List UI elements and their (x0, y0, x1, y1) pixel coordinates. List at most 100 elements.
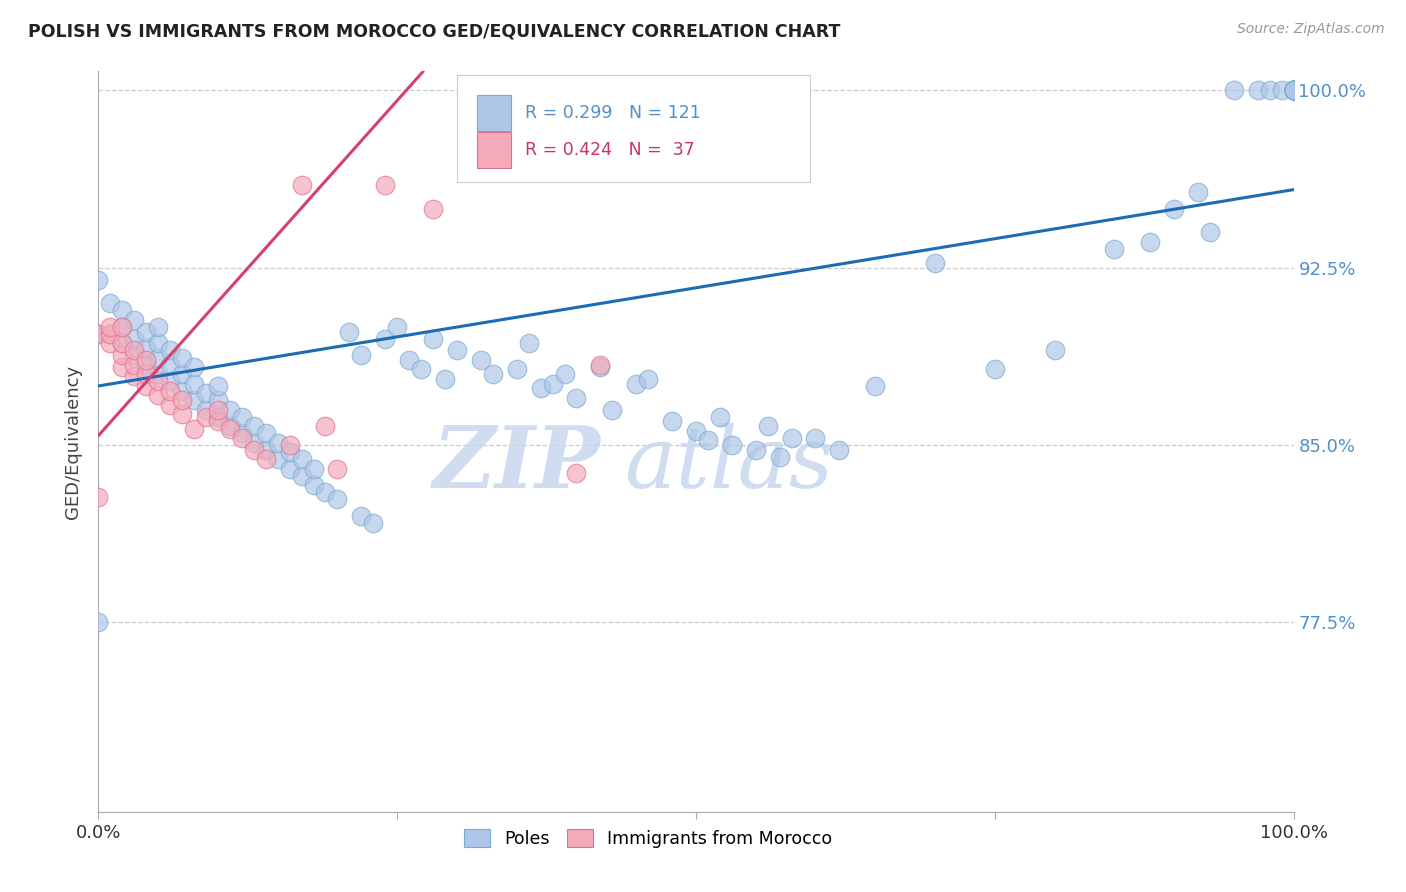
Point (135, 367, 157, 381)
Point (124, 348, 146, 362)
Point (422, 332, 444, 346)
Point (243, 442, 266, 457)
Point (984, 362, 1007, 376)
Point (148, 351, 170, 365)
Point (207, 409, 229, 424)
FancyBboxPatch shape (457, 75, 810, 183)
Point (804, 431, 827, 445)
Point (159, 343, 181, 358)
Point (1282, 83, 1305, 97)
Point (124, 358, 146, 372)
Y-axis label: GED/Equivalency: GED/Equivalency (65, 365, 83, 518)
Point (1282, 83, 1305, 97)
Point (1282, 83, 1305, 97)
Point (243, 419, 266, 434)
Point (207, 393, 229, 408)
Point (470, 353, 492, 368)
Point (1271, 83, 1294, 97)
Point (661, 414, 683, 428)
Point (207, 379, 229, 393)
Point (1163, 202, 1185, 216)
Point (278, 445, 301, 459)
Point (350, 509, 373, 524)
Point (1282, 83, 1305, 97)
Point (148, 367, 170, 381)
Point (243, 435, 266, 450)
Point (1282, 83, 1305, 97)
Point (111, 359, 134, 374)
Point (602, 402, 624, 417)
Point (1282, 83, 1305, 97)
Point (1043, 343, 1066, 358)
Point (195, 386, 218, 401)
Point (278, 461, 301, 475)
Point (135, 353, 157, 368)
Point (172, 351, 194, 365)
Point (87, 615, 110, 630)
Point (1282, 83, 1305, 97)
Point (1282, 83, 1305, 97)
Point (124, 332, 146, 346)
Point (148, 319, 170, 334)
Point (422, 202, 444, 216)
Point (363, 516, 385, 530)
Point (267, 452, 290, 467)
Point (1282, 83, 1305, 97)
Point (254, 426, 277, 441)
Point (87, 326, 110, 341)
Point (1282, 83, 1305, 97)
Legend: Poles, Immigrants from Morocco: Poles, Immigrants from Morocco (457, 822, 839, 855)
Point (231, 426, 253, 441)
Point (339, 325, 361, 339)
Point (159, 374, 181, 388)
Point (148, 388, 170, 402)
Point (159, 384, 181, 398)
Point (124, 343, 146, 358)
Point (1282, 83, 1305, 97)
Point (135, 341, 157, 355)
Point (1282, 83, 1305, 97)
Point (374, 332, 396, 346)
Point (111, 336, 134, 351)
Point (1282, 83, 1305, 97)
Point (517, 336, 540, 351)
Point (1282, 83, 1305, 97)
Point (98, 296, 122, 310)
Point (865, 379, 887, 393)
Point (159, 398, 181, 412)
Point (446, 343, 468, 358)
Point (98, 326, 122, 341)
Point (481, 367, 505, 381)
Point (374, 178, 396, 192)
Point (1282, 83, 1305, 97)
Point (1282, 83, 1305, 97)
Point (291, 178, 314, 192)
Point (98, 319, 122, 334)
Point (87, 272, 110, 286)
Point (302, 461, 325, 475)
Point (172, 393, 194, 408)
Point (1199, 225, 1222, 239)
Point (745, 442, 768, 457)
Point (183, 421, 205, 435)
Point (768, 450, 790, 464)
Point (721, 438, 744, 452)
Point (1223, 83, 1246, 97)
Point (326, 461, 349, 475)
Point (530, 381, 553, 395)
FancyBboxPatch shape (477, 95, 510, 130)
Point (828, 442, 851, 457)
Point (565, 467, 588, 481)
Point (183, 393, 205, 408)
Point (1282, 83, 1305, 97)
Point (626, 376, 648, 391)
Point (1282, 83, 1305, 97)
Text: ZIP: ZIP (433, 422, 600, 506)
Point (637, 372, 659, 386)
Point (398, 353, 420, 368)
Point (219, 402, 242, 417)
Point (589, 358, 612, 372)
Point (1187, 185, 1209, 199)
Point (111, 303, 134, 318)
Point (219, 419, 242, 434)
